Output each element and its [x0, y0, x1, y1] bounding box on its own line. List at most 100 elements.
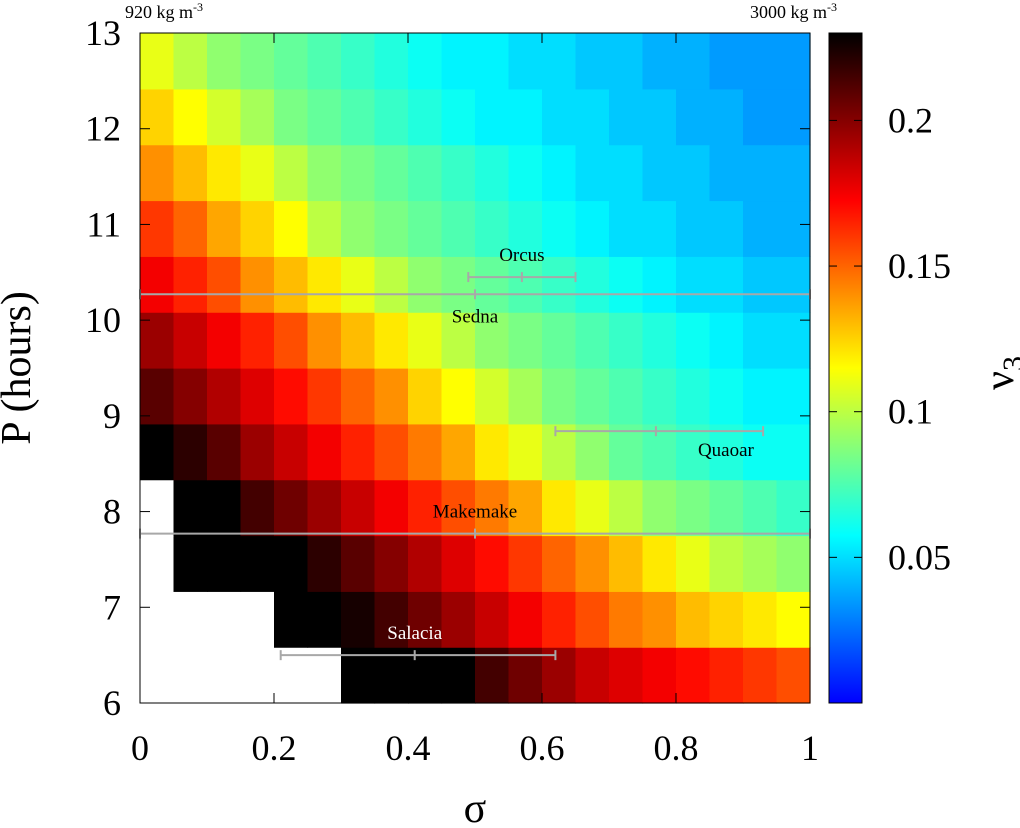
- heatmap-cell: [642, 312, 677, 369]
- heatmap-cell: [542, 591, 577, 648]
- heatmap-cell: [676, 535, 711, 592]
- heatmap-cell: [676, 33, 711, 90]
- heatmap-cell: [743, 33, 778, 90]
- heatmap-cell: [542, 312, 577, 369]
- heatmap-cell: [408, 312, 443, 369]
- heatmap-cell: [274, 144, 309, 202]
- heatmap-cell: [609, 144, 644, 202]
- heatmap-cell: [173, 479, 208, 537]
- heatmap-cell: [642, 200, 677, 257]
- heatmap-cell: [240, 88, 275, 146]
- heatmap-cell: [307, 647, 342, 704]
- x-tick-label: 0.8: [654, 728, 699, 768]
- heatmap-cell: [140, 535, 175, 592]
- heatmap-cell: [743, 479, 778, 537]
- heatmap-cell: [374, 200, 409, 257]
- heatmap-cell: [441, 88, 476, 146]
- heatmap-cell: [575, 88, 610, 146]
- heatmap-cell: [475, 423, 510, 481]
- heatmap-cell: [776, 423, 811, 481]
- heatmap-cell: [274, 591, 309, 648]
- heatmap-cell: [341, 479, 376, 537]
- heatmap-cell: [575, 591, 610, 648]
- heatmap-cell: [274, 256, 309, 313]
- heatmap-cell: [575, 647, 610, 704]
- heatmap-cell: [274, 647, 309, 704]
- heatmap-cell: [341, 368, 376, 425]
- heatmap-cell: [575, 200, 610, 257]
- heatmap-cell: [374, 88, 409, 146]
- heatmap-cell: [508, 423, 543, 481]
- heatmap-cell: [307, 200, 342, 257]
- heatmap-cell: [609, 368, 644, 425]
- heatmap-cell: [475, 647, 510, 704]
- heatmap-cell: [441, 144, 476, 202]
- heatmap-cell: [274, 88, 309, 146]
- heatmap-cell: [307, 33, 342, 90]
- heatmap-cell: [642, 647, 677, 704]
- heatmap-cell: [140, 479, 175, 537]
- heatmap-cell: [207, 423, 242, 481]
- heatmap-cell: [274, 368, 309, 425]
- colorbar-tick-label: 0.05: [888, 537, 951, 577]
- heatmap-cell: [609, 312, 644, 369]
- heatmap-cell: [274, 423, 309, 481]
- heatmap-cell: [475, 535, 510, 592]
- heatmap-cell: [173, 535, 208, 592]
- heatmap-cell: [609, 88, 644, 146]
- heatmap-cell: [274, 200, 309, 257]
- heatmap-cell: [642, 33, 677, 90]
- heatmap-cell: [207, 144, 242, 202]
- heatmap-cell: [508, 88, 543, 146]
- y-tick-label: 13: [85, 13, 121, 53]
- heatmap-cell: [140, 88, 175, 146]
- heatmap-cell: [776, 368, 811, 425]
- heatmap-cell: [776, 647, 811, 704]
- heatmap-cell: [676, 591, 711, 648]
- heatmap-cell: [542, 368, 577, 425]
- heatmap-cell: [642, 423, 677, 481]
- heatmap-cell: [374, 256, 409, 313]
- heatmap-cell: [776, 535, 811, 592]
- heatmap-cell: [709, 88, 744, 146]
- corner-label-right: 3000 kg m-3: [750, 0, 837, 22]
- heatmap-cell: [173, 256, 208, 313]
- heatmap-cell: [240, 535, 275, 592]
- heatmap-cell: [408, 647, 443, 704]
- heatmap-cell: [508, 144, 543, 202]
- y-ticks: 6 7 8 9 10 11 12 13: [85, 13, 810, 723]
- heatmap-cell: [374, 535, 409, 592]
- heatmap-cell: [240, 144, 275, 202]
- heatmap-cell: [508, 256, 543, 313]
- heatmap-cell: [676, 368, 711, 425]
- heatmap-cell: [642, 88, 677, 146]
- y-tick-label: 12: [85, 109, 121, 149]
- heatmap-cell: [140, 591, 175, 648]
- heatmap-cell: [743, 647, 778, 704]
- heatmap-cell: [776, 200, 811, 257]
- heatmap-cell: [374, 423, 409, 481]
- heatmap-cell: [408, 200, 443, 257]
- heatmap-cell: [642, 144, 677, 202]
- heatmap-cell: [743, 535, 778, 592]
- heatmap-cell: [408, 479, 443, 537]
- heatmap-cell: [341, 423, 376, 481]
- heatmap-cell: [709, 423, 744, 481]
- heatmap-cell: [408, 535, 443, 592]
- y-tick-label: 8: [103, 492, 121, 532]
- heatmap-cell: [274, 535, 309, 592]
- heatmap-cell: [274, 33, 309, 90]
- heatmap-cell: [408, 33, 443, 90]
- heatmap-cell: [307, 423, 342, 481]
- x-tick-label: 0.6: [520, 728, 565, 768]
- heatmap-cell: [475, 591, 510, 648]
- heatmap-cell: [307, 144, 342, 202]
- x-tick-label: 0.4: [386, 728, 431, 768]
- heatmap-cell: [609, 479, 644, 537]
- heatmap-cell: [709, 368, 744, 425]
- heatmap-cell: [676, 423, 711, 481]
- heatmap-cell: [743, 591, 778, 648]
- heatmap-cell: [240, 312, 275, 369]
- plot-frame: [139, 32, 811, 704]
